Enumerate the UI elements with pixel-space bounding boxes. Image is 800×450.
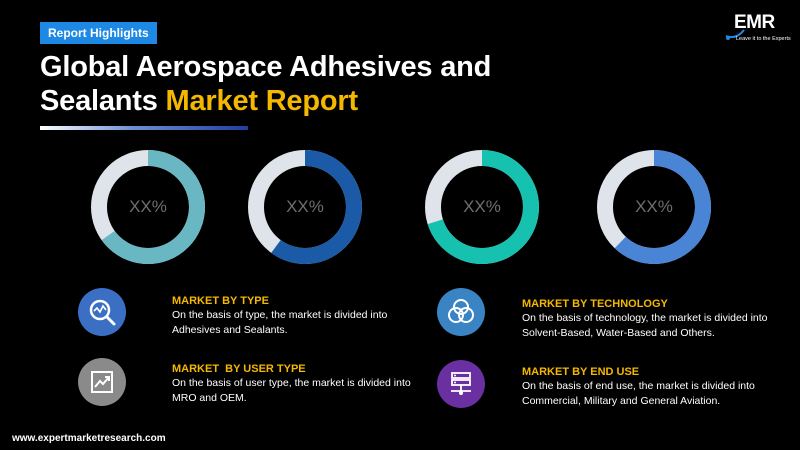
segment-heading: MARKET BY END USE <box>522 366 640 378</box>
donut-chart-1: XX% <box>88 147 208 267</box>
segment-heading: MARKET BY USER TYPE <box>172 363 306 375</box>
donut-chart-4: XX% <box>594 147 714 267</box>
segment-heading: MARKET BY TECHNOLOGY <box>522 298 668 310</box>
logo-name: EMR <box>734 12 775 33</box>
report-highlights-badge: Report Highlights <box>40 22 157 44</box>
page-title: Global Aerospace Adhesives and Sealants … <box>40 50 491 118</box>
title-line-2-white: Sealants <box>40 85 166 117</box>
title-line-2: Sealants Market Report <box>40 84 491 118</box>
title-line-1: Global Aerospace Adhesives and <box>40 51 492 83</box>
title-underline-bar <box>40 126 248 130</box>
segment-icon-type <box>78 288 126 336</box>
donut-arc <box>597 150 711 264</box>
donut-chart-2: XX% <box>245 147 365 267</box>
magnifier-chart-icon <box>89 299 116 326</box>
segment-technology: MARKET BY TECHNOLOGY On the basis of tec… <box>522 297 777 341</box>
segment-description: On the basis of end use, the market is d… <box>522 380 755 407</box>
donut-value: XX% <box>286 197 324 216</box>
logo-tagline: Leave it to the Experts <box>736 36 791 42</box>
segment-heading: MARKET BY TYPE <box>172 295 269 307</box>
venn-circles-icon <box>448 299 474 323</box>
segment-description: On the basis of type, the market is divi… <box>172 309 388 336</box>
title-highlight: Market Report <box>165 85 359 117</box>
segment-description: On the basis of user type, the market is… <box>172 377 411 404</box>
footer-url[interactable]: www.expertmarketresearch.com <box>12 433 166 444</box>
donut-arc <box>248 150 362 264</box>
donut-arc <box>425 150 539 264</box>
donut-value: XX% <box>463 197 501 216</box>
segment-end-use: MARKET BY END USE On the basis of end us… <box>522 365 777 409</box>
server-network-icon <box>451 372 471 395</box>
donut-arc <box>91 150 205 264</box>
segment-user-type: MARKET BY USER TYPE On the basis of user… <box>172 362 412 406</box>
segment-icon-technology <box>437 288 485 336</box>
segment-icon-user-type <box>78 358 126 406</box>
segment-description: On the basis of technology, the market i… <box>522 312 768 339</box>
segment-type: MARKET BY TYPE On the basis of type, the… <box>172 294 412 338</box>
trend-chart-icon <box>91 371 113 393</box>
donut-value: XX% <box>129 197 167 216</box>
donut-value: XX% <box>635 197 673 216</box>
segment-icon-end-use <box>437 360 485 408</box>
donut-chart-3: XX% <box>422 147 542 267</box>
emr-logo-icon <box>725 29 745 40</box>
